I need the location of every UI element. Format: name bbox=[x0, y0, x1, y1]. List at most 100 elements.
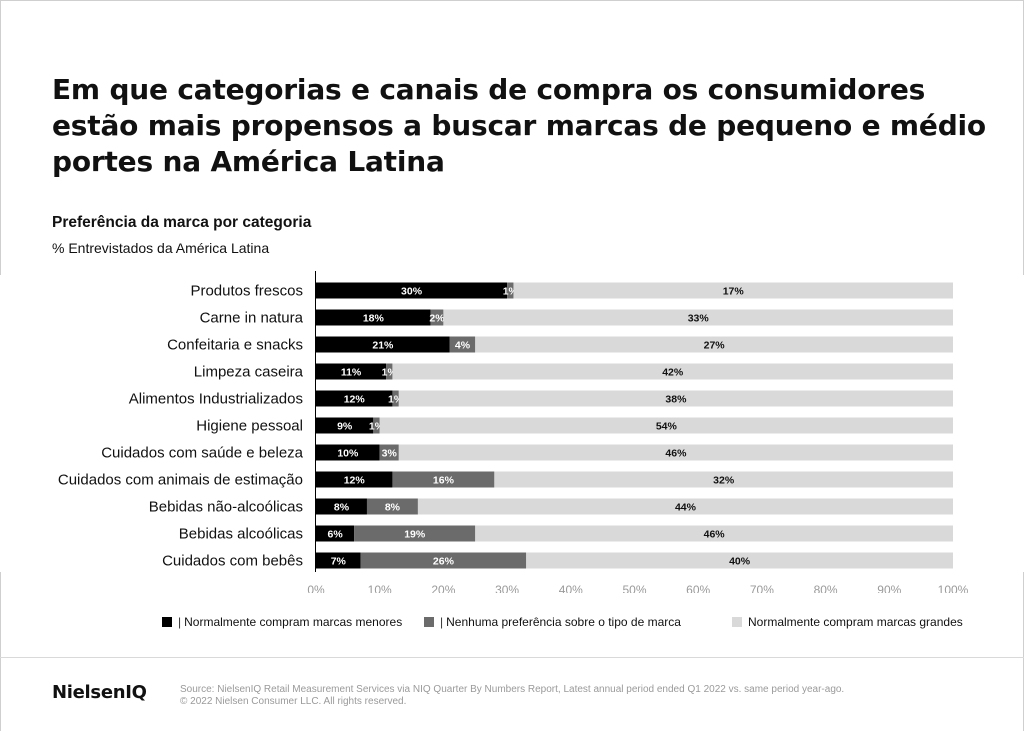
data-label: 21% bbox=[372, 340, 394, 352]
data-label: 26% bbox=[433, 556, 455, 568]
bar-segment bbox=[398, 444, 953, 461]
stacked-bar-chart: Produtos frescos 30% 1% 17%Carne in natura 1… bbox=[58, 271, 969, 593]
x-tick-label: 30% bbox=[495, 583, 519, 593]
data-label: 54% bbox=[656, 421, 678, 433]
category-label: Cuidados com animais de estimação bbox=[58, 472, 303, 489]
category-label: Produtos frescos bbox=[190, 283, 303, 300]
legend-label-smaller-brands: Normalmente compram marcas menores bbox=[184, 615, 403, 629]
bar-segment bbox=[373, 417, 380, 434]
frame-border-left bbox=[0, 0, 1, 275]
data-label: 4% bbox=[455, 340, 471, 352]
data-label: 10% bbox=[337, 448, 359, 460]
bar-segment bbox=[316, 336, 450, 353]
x-tick-label: 70% bbox=[750, 583, 774, 593]
category-label: Cuidados com saúde e beleza bbox=[101, 445, 303, 462]
data-label: 18% bbox=[363, 313, 385, 325]
legend-swatch-smaller-brands bbox=[162, 617, 172, 627]
data-label: 33% bbox=[688, 313, 710, 325]
data-label: 11% bbox=[341, 367, 362, 379]
x-tick-label: 40% bbox=[559, 583, 583, 593]
data-label: 6% bbox=[328, 529, 344, 541]
footer-divider bbox=[0, 657, 1024, 658]
x-tick-label: 0% bbox=[307, 583, 325, 593]
bar-segment bbox=[316, 552, 361, 569]
data-label: 32% bbox=[713, 475, 735, 487]
bar-segment bbox=[316, 390, 393, 407]
legend-label-larger-brands: Normalmente compram marcas grandes bbox=[748, 615, 963, 629]
chart-subtitle: Preferência da marca por categoria bbox=[52, 214, 312, 231]
x-tick-label: 100% bbox=[938, 583, 969, 593]
bar-segment bbox=[316, 282, 508, 299]
bar-segment bbox=[430, 309, 444, 326]
data-label: 7% bbox=[331, 556, 347, 568]
bar-segment bbox=[316, 525, 355, 542]
bar-segment bbox=[379, 444, 399, 461]
data-label: 8% bbox=[385, 502, 401, 514]
bar-segment bbox=[392, 363, 953, 380]
category-label: Higiene pessoal bbox=[196, 418, 303, 435]
data-label: 27% bbox=[704, 340, 726, 352]
x-tick-label: 50% bbox=[622, 583, 646, 593]
source-note: Source: NielsenIQ Retail Measurement Ser… bbox=[180, 684, 844, 708]
bar-segment bbox=[316, 444, 380, 461]
legend-swatch-larger-brands bbox=[732, 617, 742, 627]
data-label: 46% bbox=[704, 529, 726, 541]
category-label: Carne in natura bbox=[200, 310, 304, 327]
data-label: 19% bbox=[404, 529, 426, 541]
bar-segment bbox=[513, 282, 953, 299]
bar-segment bbox=[443, 309, 953, 326]
bar-segment bbox=[316, 417, 374, 434]
bar-segment bbox=[449, 336, 476, 353]
bar-segment bbox=[392, 390, 399, 407]
frame-border-top bbox=[0, 0, 1024, 1]
legend-item-larger-brands: Normalmente compram marcas grandes bbox=[732, 615, 963, 629]
bar-segment bbox=[475, 336, 953, 353]
data-label: 12% bbox=[344, 394, 366, 406]
category-label: Cuidados com bebês bbox=[162, 553, 303, 570]
bar-segment bbox=[398, 390, 953, 407]
x-tick-label: 80% bbox=[814, 583, 838, 593]
x-tick-label: 10% bbox=[368, 583, 392, 593]
data-label: 16% bbox=[433, 475, 455, 487]
chart-subtitle-secondary: % Entrevistados da América Latina bbox=[52, 240, 270, 256]
bar-segment bbox=[494, 471, 953, 488]
bar-segment bbox=[366, 498, 418, 515]
x-tick-label: 20% bbox=[431, 583, 455, 593]
bar-segment bbox=[316, 471, 393, 488]
bar-segment bbox=[316, 363, 387, 380]
data-label: 3% bbox=[382, 448, 398, 460]
bar-segment bbox=[316, 498, 367, 515]
bar-segment bbox=[475, 525, 953, 542]
source-line-2: © 2022 Nielsen Consumer LLC. All rights … bbox=[180, 696, 407, 707]
legend-item-smaller-brands: | Normalmente compram marcas menores bbox=[162, 615, 402, 629]
frame-border-left-lower bbox=[0, 572, 1, 731]
category-label: Alimentos Industrializados bbox=[129, 391, 303, 408]
x-tick-label: 90% bbox=[877, 583, 901, 593]
data-label: 38% bbox=[665, 394, 687, 406]
data-label: 44% bbox=[675, 502, 697, 514]
bar-segment bbox=[392, 471, 495, 488]
bar-segment bbox=[316, 309, 431, 326]
data-label: 17% bbox=[723, 286, 745, 298]
data-label: 40% bbox=[729, 556, 751, 568]
page-title: Em que categorias e canais de compra os … bbox=[52, 73, 986, 178]
bar-segment bbox=[386, 363, 393, 380]
category-label: Bebidas alcoólicas bbox=[179, 526, 303, 543]
data-label: 30% bbox=[401, 286, 423, 298]
bar-segment bbox=[360, 552, 527, 569]
x-tick-label: 60% bbox=[686, 583, 710, 593]
category-label: Confeitaria e snacks bbox=[167, 337, 303, 354]
data-label: 46% bbox=[665, 448, 687, 460]
data-label: 8% bbox=[334, 502, 350, 514]
bar-segment bbox=[417, 498, 953, 515]
bar-segment bbox=[526, 552, 953, 569]
category-label: Bebidas não-alcoólicas bbox=[149, 499, 303, 516]
data-label: 12% bbox=[344, 475, 366, 487]
source-line-1: Source: NielsenIQ Retail Measurement Ser… bbox=[180, 684, 845, 695]
legend-swatch-no-preference bbox=[424, 617, 434, 627]
brand-logo: NielsenIQ bbox=[52, 682, 147, 703]
bar-segment bbox=[354, 525, 476, 542]
category-label: Limpeza caseira bbox=[194, 364, 304, 381]
bar-segment bbox=[507, 282, 514, 299]
legend-item-no-preference: | Nenhuma preferência sobre o tipo de ma… bbox=[424, 615, 681, 629]
